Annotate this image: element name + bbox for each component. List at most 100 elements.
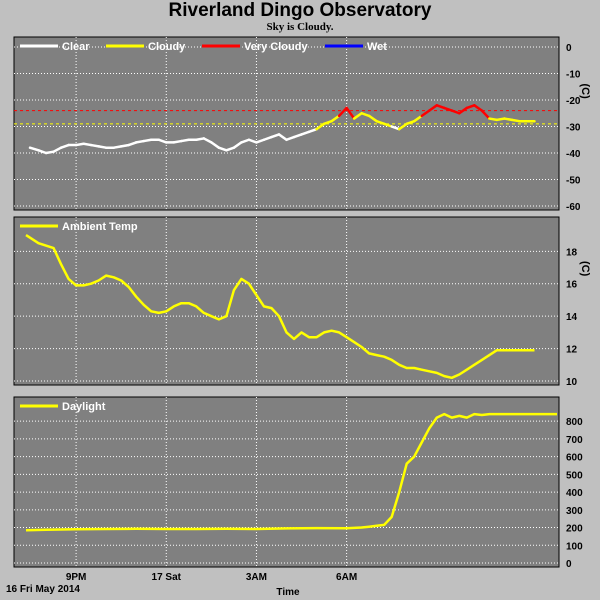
- sky-temp-segment: [82, 142, 93, 147]
- sky-temp-segment: [330, 114, 341, 123]
- y-tick-label: 400: [566, 488, 583, 499]
- sky-temp-segment: [300, 130, 311, 136]
- sky-temp-segment: [503, 117, 514, 122]
- sky-temp-segment: [37, 149, 48, 155]
- panel-daylight: 0 100 200 300 400 500 600 700 800 Daylight: [13, 396, 583, 570]
- sky-temp-segment: [240, 138, 251, 144]
- panel-sky: 0 -10 -20 -30 -40 -50 -60 (C) Clear Cloudy Very Cl…: [13, 36, 591, 213]
- y-tick-label: -20: [566, 96, 581, 107]
- ambient-series-line: [25, 234, 535, 380]
- sky-temp-segment: [292, 133, 303, 139]
- x-tick-label: 17 Sat: [152, 572, 182, 583]
- sky-temp-segment: [52, 146, 63, 153]
- y-tick-label: 600: [566, 453, 583, 464]
- y-tick-label: -50: [566, 176, 581, 187]
- sky-temp-segment: [510, 118, 521, 123]
- sky-temp-segment: [180, 138, 191, 143]
- sky-temp-segment: [112, 145, 123, 149]
- sky-temp-segment: [428, 104, 439, 112]
- sky-temp-segment: [232, 141, 243, 149]
- x-tick-label: 6AM: [336, 572, 357, 583]
- sky-temp-segment: [352, 112, 363, 120]
- x-axis-label: Time: [276, 587, 300, 598]
- legend-label: Clear: [62, 41, 90, 53]
- sky-temp-segment: [255, 138, 266, 144]
- y-tick-label: 300: [566, 506, 583, 517]
- sky-temp-segment: [270, 133, 281, 139]
- legend-label: Very Cloudy: [244, 41, 308, 53]
- x-tick-label: 9PM: [66, 572, 87, 583]
- sky-temp-segment: [345, 106, 356, 120]
- sky-temp-segment: [225, 146, 236, 152]
- y-tick-label: -30: [566, 123, 581, 134]
- sky-temp-segment: [134, 139, 145, 144]
- sky-temp-segment: [473, 104, 484, 112]
- y-tick-label: -10: [566, 70, 581, 81]
- y-tick-label: -40: [566, 149, 581, 160]
- sky-temp-segment: [315, 122, 326, 131]
- sky-temp-segment: [465, 104, 476, 110]
- sky-temp-segment: [397, 122, 408, 131]
- sky-temp-segment: [375, 119, 386, 126]
- y-tick-label: -60: [566, 202, 581, 213]
- legend-label: Wet: [367, 41, 387, 53]
- sky-temp-segment: [157, 138, 168, 144]
- sky-temp-segment: [435, 104, 446, 110]
- sky-temp-segment: [495, 117, 506, 122]
- sky-temp-segment: [277, 133, 288, 141]
- sky-temp-segment: [367, 114, 378, 123]
- sky-temp-segment: [202, 137, 213, 144]
- sky-temp-segment: [390, 125, 401, 131]
- sky-temp-segment: [262, 135, 273, 141]
- sky-temp-segment: [119, 143, 130, 148]
- sky-temp-segment: [337, 106, 348, 118]
- sky-temp-segment: [480, 109, 491, 120]
- sky-temp-segment: [322, 119, 333, 126]
- y-tick-label: 200: [566, 524, 583, 535]
- sky-temp-segment: [360, 112, 371, 118]
- plot-area: [13, 216, 560, 386]
- y-tick-label: 500: [566, 470, 583, 481]
- daylight-series-line: [25, 412, 557, 532]
- sky-temp-segment: [195, 137, 206, 141]
- y-tick-label: 100: [566, 541, 583, 552]
- sky-temp-segment: [97, 145, 108, 149]
- sky-temp-segment: [412, 114, 423, 123]
- sky-temp-segment: [142, 138, 153, 143]
- legend-label: Ambient Temp: [62, 221, 138, 233]
- page-subtitle: Sky is Cloudy.: [266, 21, 334, 33]
- sky-temp-segment: [217, 146, 228, 152]
- y-tick-label: 14: [566, 312, 578, 323]
- sky-temp-segment: [210, 141, 221, 149]
- y-tick-label: 700: [566, 435, 583, 446]
- x-tick-label: 3AM: [246, 572, 267, 583]
- page-title: Riverland Dingo Observatory: [168, 0, 432, 21]
- legend-label: Daylight: [62, 401, 106, 413]
- sky-temp-segment: [420, 109, 431, 118]
- sky-temp-segment: [28, 146, 40, 152]
- sky-temp-segment: [488, 117, 499, 122]
- sky-temp-segment: [285, 135, 296, 141]
- y-tick-label: 16: [566, 280, 578, 291]
- sky-temp-segment: [307, 127, 318, 134]
- sky-temp-segment: [44, 150, 55, 155]
- sky-temp-segment: [127, 141, 138, 147]
- sky-temp-segment: [247, 138, 258, 144]
- sky-temp-segment: [59, 143, 70, 149]
- y-tick-label: 0: [566, 43, 572, 54]
- plot-area: [13, 396, 560, 568]
- y-tick-label: 18: [566, 247, 578, 258]
- legend-label: Cloudy: [148, 41, 186, 53]
- y-axis-label: (C): [579, 84, 591, 100]
- y-tick-label: 10: [566, 377, 578, 388]
- sky-temp-segment: [450, 109, 461, 115]
- sky-temp-segment: [443, 106, 454, 112]
- sky-temp-segment: [89, 143, 100, 148]
- y-tick-label: 800: [566, 417, 583, 428]
- sky-temp-segment: [405, 119, 416, 126]
- y-tick-label: 12: [566, 345, 578, 356]
- sky-temp-segment: [172, 139, 183, 144]
- sky-temp-segment: [74, 142, 85, 147]
- sky-temp-segment: [382, 122, 393, 128]
